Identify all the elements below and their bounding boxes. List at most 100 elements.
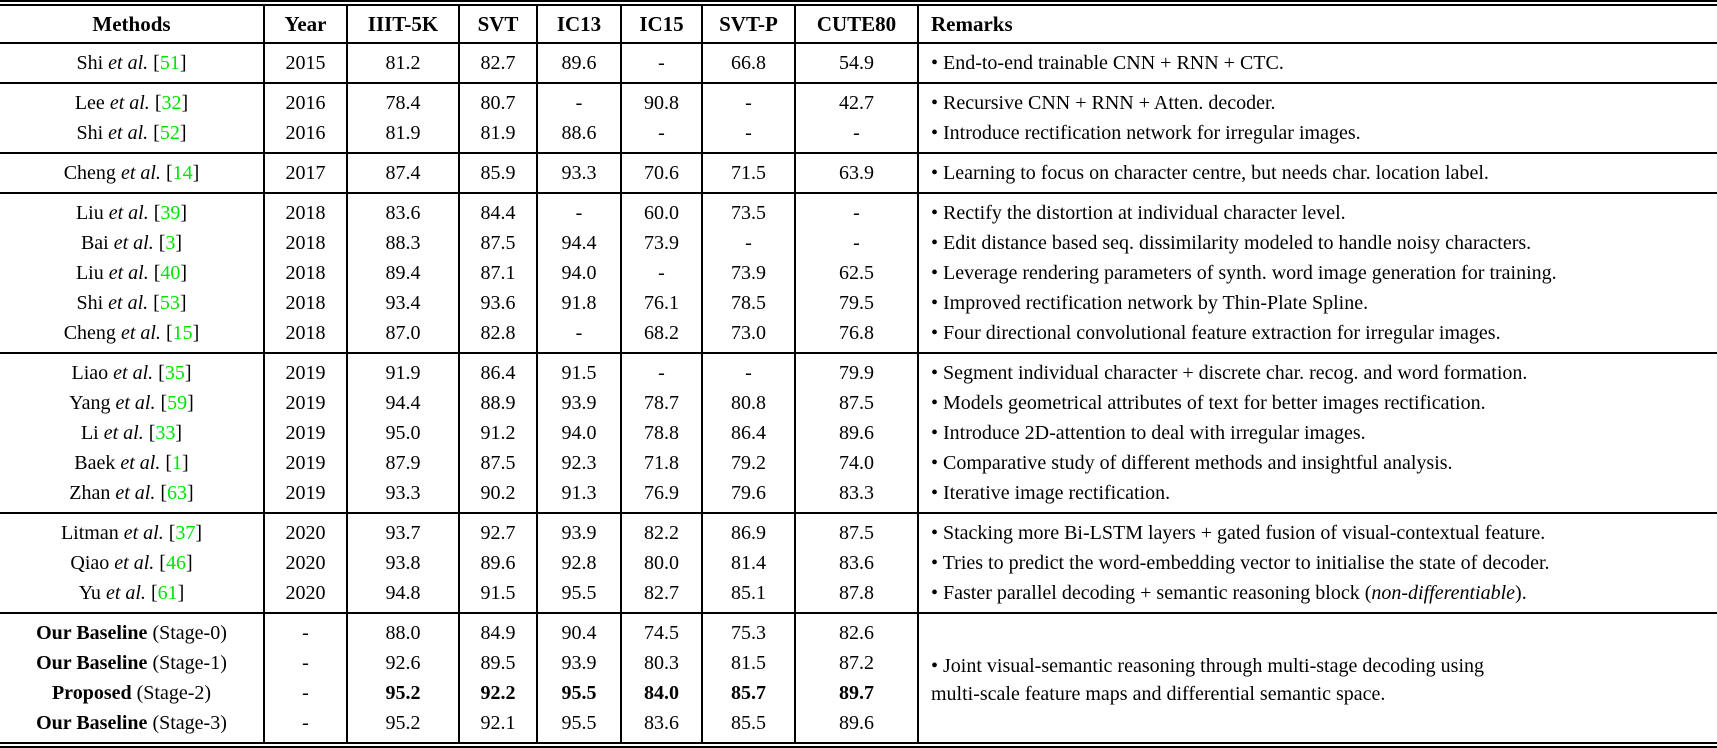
score-cell: 95.5 [536,678,621,708]
table-row: Li et al. [33] 2019 95.0 91.2 94.0 78.8 86.4 89… [0,418,1717,448]
etal-label: et al. [105,582,146,604]
remark-text: • Stacking more Bi-LSTM layers + gated f… [931,522,1546,544]
score-cell: 91.2 [458,418,537,448]
citation-link[interactable]: 33 [155,422,176,444]
table-row: Litman et al. [37] 2020 93.7 92.7 93.9 82.2 86… [0,513,1717,548]
etal-label: et al. [114,552,155,574]
citation-link[interactable]: 37 [175,522,196,544]
score-cell: - [794,118,918,153]
author-name: Bai [80,232,114,254]
score-cell: - [536,83,621,118]
score-cell: 84.9 [458,613,537,648]
method-cell: Bai et al. [3] [0,228,264,258]
citation-link[interactable]: 52 [159,122,180,144]
remark-text: • Four directional convolutional feature… [931,322,1501,344]
citation-bracket: ] [185,552,193,574]
score-cell: 95.5 [536,578,621,613]
table-row: Liu et al. [40] 2018 89.4 87.1 94.0-73.9 62.5… [0,258,1717,288]
remark-cell: • Edit distance based seq. dissimilarity… [917,228,1717,258]
method-cell: Liu et al. [40] [0,258,264,288]
score-cell: 74.5 [620,613,702,648]
citation-link[interactable]: 1 [172,452,183,474]
score-cell: 80.8 [701,388,795,418]
citation-link[interactable]: 61 [157,582,178,604]
remark-text: • Segment individual character + discret… [931,362,1528,384]
table-row: Liao et al. [35] 2019 91.9 86.4 91.5- -79.9 • … [0,353,1717,388]
score-cell: 90.2 [458,478,537,513]
score-cell: 93.9 [536,388,621,418]
remark-text: • Edit distance based seq. dissimilarity… [931,232,1532,254]
score-cell: - [701,228,795,258]
header-row: Methods Year IIIT-5K SVT IC13 IC15 SVT-P CUTE80… [0,5,1717,43]
score-cell: 86.4 [701,418,795,448]
score-cell: 90.4 [536,613,621,648]
method-cell: Liu et al. [39] [0,193,264,228]
year-cell: 2019 [263,448,347,478]
etal-label: et al. [103,422,144,444]
table-row: Our Baseline (Stage-0) -88.0 84.9 90.4 74.5 7… [0,613,1717,743]
score-cell: 82.6 [794,613,918,648]
method-cell: Zhan et al. [63] [0,478,264,513]
citation-link[interactable]: 53 [159,292,180,314]
score-cell: - [620,258,702,288]
year-cell: 2018 [263,318,347,353]
remark-line: • Joint visual-semantic reasoning throug… [931,655,1485,677]
table-row: Shi et al. [53] 2018 93.4 93.6 91.8 76.1 78.5 7… [0,288,1717,318]
citation-link[interactable]: 32 [161,92,182,114]
citation-link[interactable]: 14 [172,162,193,184]
remark-text: • End-to-end trainable CNN + RNN + CTC. [931,52,1284,74]
citation-link[interactable]: 51 [159,52,180,74]
score-cell: 82.7 [620,578,702,613]
score-cell: 91.5 [536,353,621,388]
table-row: Shi et al. [52] 2016 81.9 81.9 88.6- - - • Intr… [0,118,1717,153]
year-cell: 2019 [263,478,347,513]
citation-link[interactable]: 15 [172,322,193,344]
citation-bracket: [ [145,582,158,604]
year-cell: - [263,678,347,708]
score-cell: 85.9 [458,153,537,193]
remark-cell: • Stacking more Bi-LSTM layers + gated f… [917,513,1717,548]
score-cell: - [536,193,621,228]
citation-link[interactable]: 63 [167,482,188,504]
remark-text: • Tries to predict the word-embedding ve… [931,552,1550,574]
score-cell: 93.4 [346,288,459,318]
score-cell: 95.2 [346,708,459,743]
citation-link[interactable]: 59 [167,392,188,414]
citation-link[interactable]: 40 [160,262,181,284]
citation-link[interactable]: 35 [164,362,185,384]
score-cell: 82.8 [458,318,537,353]
method-cell: Lee et al. [32] [0,83,264,118]
score-cell: 87.4 [346,153,459,193]
score-cell: 74.0 [794,448,918,478]
column-header: IC15 [620,5,702,43]
remark-cell: • Rectify the distortion at individual c… [917,193,1717,228]
score-cell: 92.6 [346,648,459,678]
column-header: Year [263,5,347,43]
citation-link[interactable]: 46 [165,552,186,574]
remark-text: • Leverage rendering parameters of synth… [931,262,1557,284]
method-stage-label: (Stage-1) [147,652,227,674]
remark-text: • Improved rectification network by Thin… [931,292,1369,314]
table-row: Yu et al. [61] 2020 94.8 91.5 95.5 82.7 85.1 87… [0,578,1717,613]
etal-label: et al. [120,452,161,474]
citation-link[interactable]: 39 [160,202,181,224]
score-cell: 79.2 [701,448,795,478]
citation-bracket: [ [148,122,160,144]
year-cell: 2020 [263,548,347,578]
score-cell: 79.9 [794,353,918,388]
method-cell: Our Baseline (Stage-3) [0,708,264,743]
year-cell: - [263,708,347,743]
citation-link[interactable]: 3 [165,232,176,254]
method-cell: Cheng et al. [15] [0,318,264,353]
score-cell: - [536,318,621,353]
remark-text: • Learning to focus on character centre,… [931,162,1489,184]
method-cell: Shi et al. [51] [0,43,264,83]
score-cell: 92.7 [458,513,537,548]
score-cell: 92.2 [458,678,537,708]
citation-bracket: [ [160,322,173,344]
author-name: Qiao [70,552,115,574]
table-row: Zhan et al. [63] 2019 93.3 90.2 91.3 76.9 79.6… [0,478,1717,513]
year-cell: 2018 [263,258,347,288]
table-row: Cheng et al. [15] 2018 87.0 82.8-68.2 73.0 76… [0,318,1717,353]
